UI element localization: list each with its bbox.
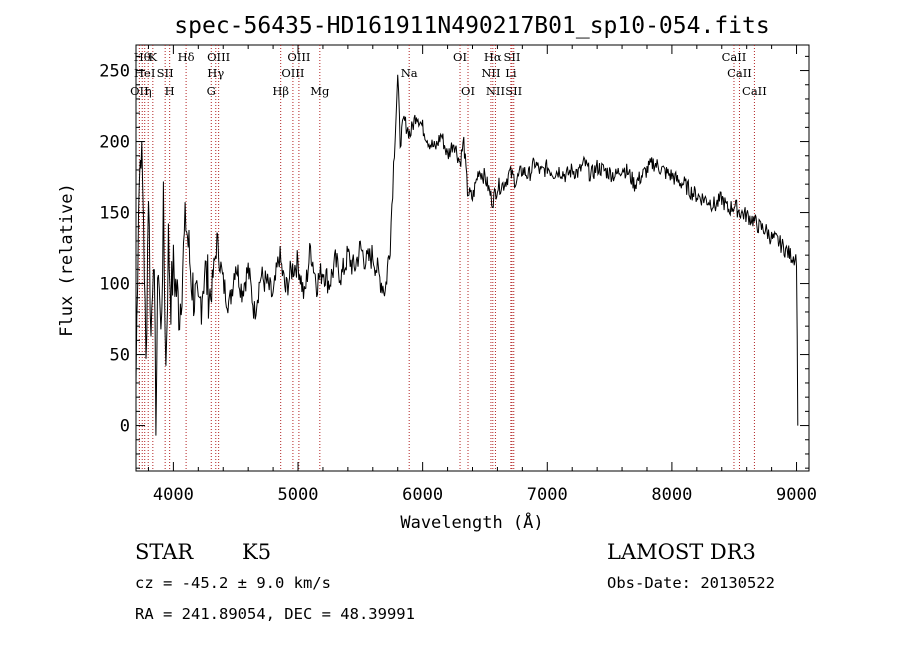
x-tick-label: 7000 [527, 485, 568, 505]
line-label: G [207, 84, 216, 98]
line-label: OIII [281, 66, 304, 80]
line-label: CaII [727, 66, 752, 80]
spectrum-line [135, 74, 799, 436]
line-label: OIII [287, 50, 310, 64]
line-label: Hγ [207, 66, 224, 80]
line-label: H [165, 84, 175, 98]
y-tick-label: 250 [99, 62, 130, 82]
line-label: Hα [484, 50, 502, 64]
line-label: η [145, 84, 152, 98]
x-tick-label: 6000 [402, 485, 443, 505]
line-label: Li [505, 66, 517, 80]
line-label: OI [453, 50, 467, 64]
line-label: Hθ [134, 50, 151, 64]
y-tick-label: 0 [120, 417, 130, 437]
survey-name: LAMOST DR3 [607, 540, 756, 564]
x-tick-label: 8000 [651, 485, 692, 505]
line-label: NII [481, 66, 500, 80]
y-tick-label: 100 [99, 275, 130, 295]
coordinates: RA = 241.89054, DEC = 48.39991 [135, 605, 415, 623]
line-label: SII [505, 84, 522, 98]
chart-title: spec-56435-HD161911N490217B01_sp10-054.f… [174, 13, 769, 39]
line-label: NII [486, 84, 505, 98]
x-tick-label: 4000 [153, 485, 194, 505]
line-label: CaII [722, 50, 747, 64]
spectrum-series [135, 74, 799, 436]
y-tick-label: 150 [99, 204, 130, 224]
y-axis-label: Flux (relative) [57, 183, 77, 337]
line-label: SII [157, 66, 174, 80]
y-tick-label: 50 [110, 346, 130, 366]
x-axis-ticks: 4000 5000 6000 7000 8000 9000 [147, 45, 817, 505]
line-label: Na [401, 66, 418, 80]
line-label: OIII [207, 50, 230, 64]
redshift-velocity: cz = -45.2 ± 9.0 km/s [135, 574, 331, 592]
line-label: Hδ [178, 50, 195, 64]
line-label: CaII [742, 84, 767, 98]
y-tick-label: 200 [99, 133, 130, 153]
object-class: STAR [135, 540, 194, 564]
line-label: Mg [310, 84, 330, 98]
y-axis-ticks: 0 50 100 150 200 250 [99, 55, 809, 469]
x-axis-label: Wavelength (Å) [400, 511, 543, 533]
line-label: SII [504, 50, 521, 64]
line-label: OII [130, 84, 149, 98]
line-label: K [149, 50, 158, 64]
line-label: OI [461, 84, 475, 98]
subclass: K5 [242, 540, 271, 564]
plot-frame [135, 44, 810, 472]
x-tick-label: 9000 [776, 485, 817, 505]
observation-date: Obs-Date: 20130522 [607, 574, 775, 592]
line-label: Hβ [272, 84, 289, 98]
line-label: HeI [134, 66, 155, 80]
x-tick-label: 5000 [278, 485, 319, 505]
spectral-line-markers [138, 45, 755, 471]
